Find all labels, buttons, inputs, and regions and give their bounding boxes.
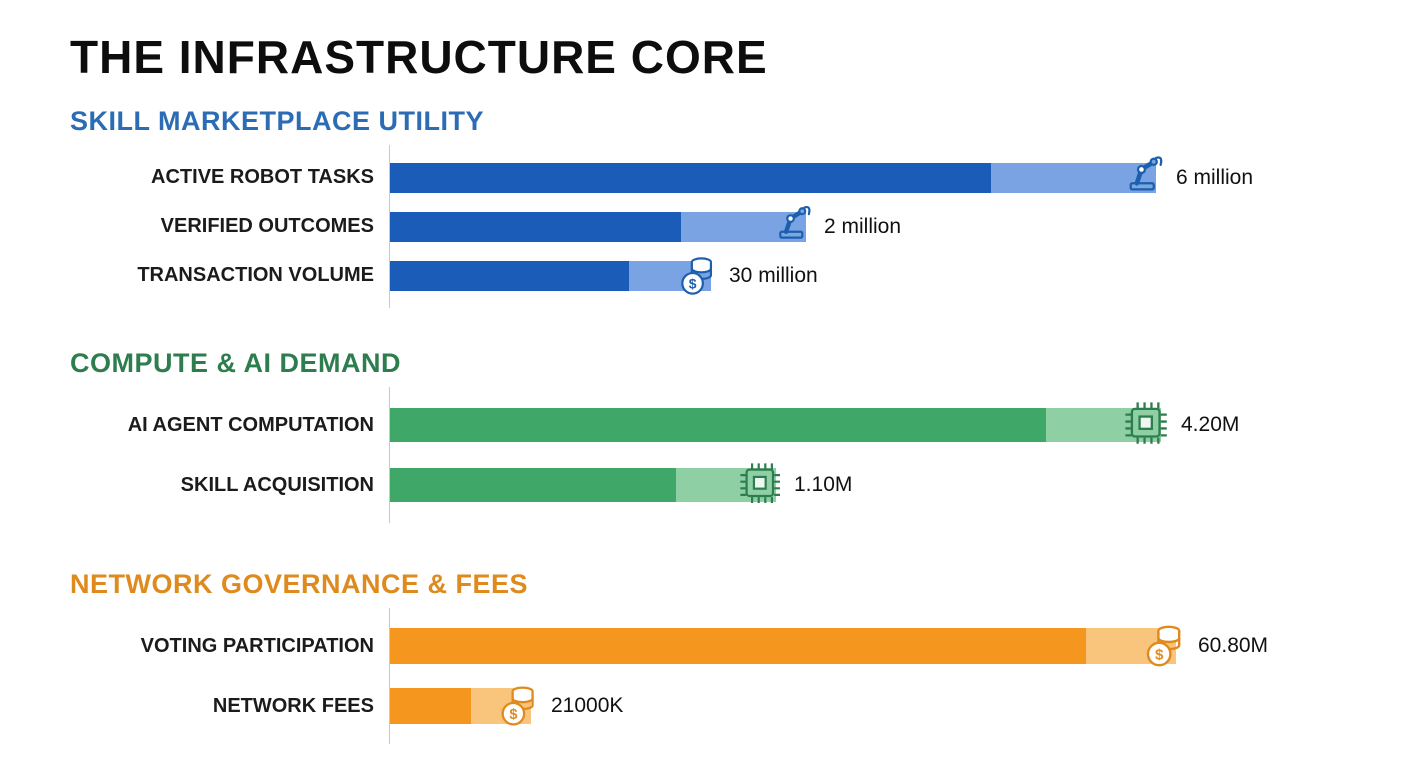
row-label: TRANSACTION VOLUME bbox=[137, 264, 374, 286]
svg-text:$: $ bbox=[689, 275, 697, 291]
section-heading: SKILL MARKETPLACE UTILITY bbox=[70, 106, 484, 136]
bar-main-segment bbox=[390, 408, 1046, 442]
row-label: SKILL ACQUISITION bbox=[180, 473, 374, 496]
value-label: 1.10M bbox=[794, 473, 853, 496]
bar-main-segment bbox=[390, 628, 1086, 664]
section-network-governance-fees: NETWORK GOVERNANCE & FEES VOTING PARTICI… bbox=[70, 569, 1408, 744]
chart-row-verified-outcomes: VERIFIED OUTCOMES 2 million bbox=[161, 202, 1408, 251]
chart-row-active-robot-tasks: ACTIVE ROBOT TASKS 6 million bbox=[151, 153, 1408, 202]
value-label: 30 million bbox=[729, 263, 818, 287]
coins-icon: $ bbox=[675, 254, 719, 298]
coins-icon: $ bbox=[495, 683, 541, 729]
chip-icon bbox=[1125, 402, 1171, 448]
bar bbox=[390, 628, 1176, 664]
bar bbox=[390, 408, 1161, 442]
row-label: VOTING PARTICIPATION bbox=[140, 634, 374, 657]
infographic-chart: THE INFRASTRUCTURE CORE SKILL MARKETPLAC… bbox=[70, 31, 1408, 744]
chip-icon bbox=[740, 463, 784, 507]
row-label: VERIFIED OUTCOMES bbox=[160, 215, 374, 237]
chart-row-ai-agent-computation: AI AGENT COMPUTATION 4.20M bbox=[128, 395, 1408, 455]
chart-row-voting-participation: VOTING PARTICIPATION $ bbox=[141, 616, 1408, 676]
bar bbox=[390, 468, 776, 502]
row-label: NETWORK FEES bbox=[212, 694, 374, 717]
bar-main-segment bbox=[390, 260, 629, 291]
section-bars-axis: VOTING PARTICIPATION $ bbox=[141, 608, 1408, 744]
bar bbox=[390, 260, 711, 291]
chart-row-skill-acquisition: SKILL ACQUISITION 1.10M bbox=[181, 455, 1408, 515]
coins-icon: $ bbox=[1140, 622, 1188, 670]
section-heading: NETWORK GOVERNANCE & FEES bbox=[70, 569, 529, 599]
bar-main-segment bbox=[390, 468, 676, 502]
value-label: 21000K bbox=[551, 694, 624, 717]
svg-text:$: $ bbox=[1155, 647, 1164, 664]
row-label: ACTIVE ROBOT TASKS bbox=[151, 166, 374, 188]
chart-row-network-fees: NETWORK FEES $ bbox=[213, 676, 1408, 736]
section-bars-axis: ACTIVE ROBOT TASKS 6 million bbox=[137, 145, 1408, 308]
page-title: THE INFRASTRUCTURE CORE bbox=[70, 31, 768, 83]
bar-main-segment bbox=[390, 688, 471, 724]
bar-main-segment bbox=[390, 211, 681, 242]
bar-tip-segment bbox=[991, 162, 1156, 193]
value-label: 60.80M bbox=[1198, 634, 1269, 657]
bar bbox=[390, 211, 806, 242]
value-label: 4.20M bbox=[1181, 413, 1240, 436]
svg-text:$: $ bbox=[509, 707, 517, 723]
row-label: AI AGENT COMPUTATION bbox=[127, 413, 374, 436]
chart-row-transaction-volume: TRANSACTION VOLUME $ bbox=[137, 251, 1408, 300]
bar bbox=[390, 162, 1156, 193]
value-label: 2 million bbox=[824, 214, 902, 238]
robot-arm-icon bbox=[770, 198, 814, 242]
section-bars-axis: AI AGENT COMPUTATION 4.20M SKILL ACQUISI… bbox=[128, 387, 1408, 523]
section-skill-marketplace: SKILL MARKETPLACE UTILITY ACTIVE ROBOT T… bbox=[70, 106, 1408, 308]
section-compute-ai-demand: COMPUTE & AI DEMAND AI AGENT COMPUTATION… bbox=[70, 348, 1408, 523]
robot-arm-icon bbox=[1120, 148, 1166, 194]
bar-main-segment bbox=[390, 162, 991, 193]
section-heading: COMPUTE & AI DEMAND bbox=[70, 348, 401, 378]
value-label: 6 million bbox=[1176, 165, 1254, 189]
